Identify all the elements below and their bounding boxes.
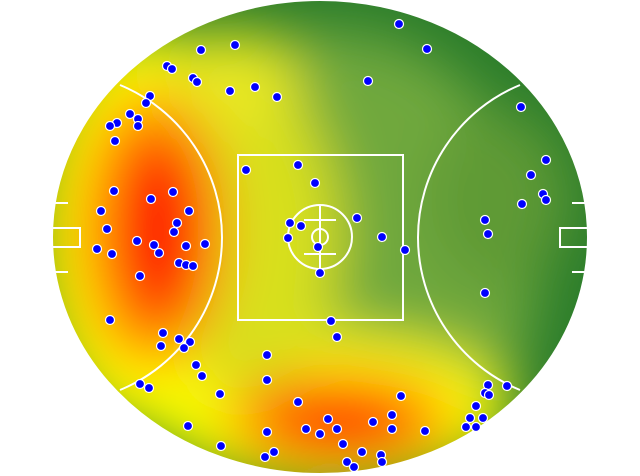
point — [341, 456, 353, 468]
point — [109, 135, 121, 147]
point — [331, 423, 343, 435]
point — [331, 331, 343, 343]
point — [386, 409, 398, 421]
point — [309, 177, 321, 189]
point — [292, 159, 304, 171]
point — [190, 359, 202, 371]
point — [421, 43, 433, 55]
point — [214, 388, 226, 400]
point — [215, 440, 227, 452]
point — [470, 421, 482, 433]
point — [132, 120, 144, 132]
point — [516, 198, 528, 210]
point — [337, 438, 349, 450]
point — [168, 226, 180, 238]
point — [268, 446, 280, 458]
point — [167, 186, 179, 198]
point — [131, 235, 143, 247]
point — [182, 420, 194, 432]
point — [282, 232, 294, 244]
point — [178, 342, 190, 354]
point — [312, 241, 324, 253]
point — [314, 428, 326, 440]
point — [171, 217, 183, 229]
point — [134, 270, 146, 282]
point — [376, 456, 388, 468]
point — [470, 400, 482, 412]
point — [261, 349, 273, 361]
point — [399, 244, 411, 256]
point — [191, 76, 203, 88]
point — [483, 389, 495, 401]
point — [95, 205, 107, 217]
point — [196, 370, 208, 382]
point — [229, 39, 241, 51]
point — [199, 238, 211, 250]
point — [356, 446, 368, 458]
point — [325, 315, 337, 327]
point — [393, 18, 405, 30]
point — [240, 164, 252, 176]
point — [134, 378, 146, 390]
point — [180, 240, 192, 252]
point — [477, 412, 489, 424]
point — [479, 214, 491, 226]
point — [249, 81, 261, 93]
point — [515, 101, 527, 113]
point — [540, 154, 552, 166]
point — [300, 423, 312, 435]
point — [351, 212, 363, 224]
point — [348, 461, 360, 473]
point — [195, 44, 207, 56]
point — [261, 426, 273, 438]
point — [108, 185, 120, 197]
point — [166, 63, 178, 75]
point — [295, 220, 307, 232]
point — [101, 223, 113, 235]
point — [367, 416, 379, 428]
point — [501, 380, 513, 392]
point — [314, 267, 326, 279]
point — [153, 247, 165, 259]
point — [362, 75, 374, 87]
point — [261, 374, 273, 386]
point — [224, 85, 236, 97]
point — [140, 97, 152, 109]
point — [386, 423, 398, 435]
point — [419, 425, 431, 437]
point — [479, 287, 491, 299]
point — [184, 336, 196, 348]
point — [145, 193, 157, 205]
point — [143, 382, 155, 394]
point — [376, 231, 388, 243]
point — [148, 239, 160, 251]
point — [173, 333, 185, 345]
point — [155, 340, 167, 352]
point — [540, 194, 552, 206]
point — [525, 169, 537, 181]
point — [124, 108, 136, 120]
point — [292, 396, 304, 408]
point — [106, 248, 118, 260]
point — [322, 413, 334, 425]
point — [104, 314, 116, 326]
point — [259, 451, 271, 463]
point — [460, 421, 472, 433]
point — [271, 91, 283, 103]
point — [91, 243, 103, 255]
point — [157, 327, 169, 339]
point — [464, 412, 476, 424]
point — [284, 217, 296, 229]
point — [395, 390, 407, 402]
point — [104, 120, 116, 132]
point — [482, 228, 494, 240]
point — [183, 205, 195, 217]
point — [187, 260, 199, 272]
